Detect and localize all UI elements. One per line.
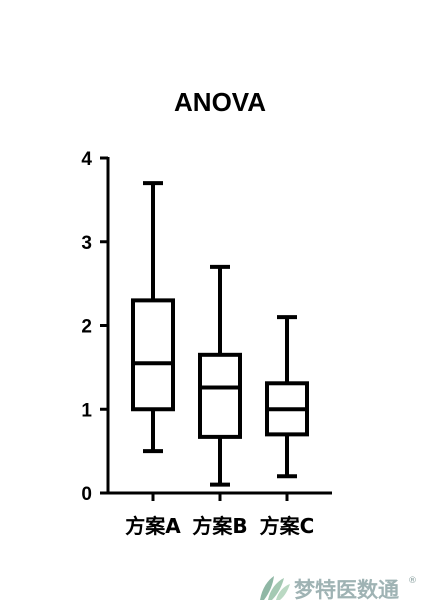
x-category-label: 方案C (260, 514, 315, 538)
x-category-label: 方案B (192, 514, 247, 538)
watermark-registered-mark: ® (408, 576, 417, 586)
watermark-text: 梦特医数通 (294, 578, 399, 602)
leaf-logo-icon (260, 576, 290, 600)
boxes (131, 181, 309, 487)
y-tick-label: 0 (81, 484, 92, 505)
box-2 (198, 264, 242, 487)
y-tick-label: 2 (81, 317, 92, 338)
box-3 (265, 315, 309, 479)
y-tick-label: 1 (81, 400, 92, 421)
chart-title: ANOVA (174, 87, 266, 117)
axes: 0 1 2 3 4 (81, 149, 332, 505)
y-tick-label: 4 (81, 149, 92, 170)
box-1 (131, 181, 175, 454)
iqr-box (198, 352, 242, 439)
x-category-label: 方案A (125, 514, 181, 538)
watermark: 梦特医数通 ® (260, 576, 417, 602)
y-tick-label: 3 (81, 233, 92, 254)
category-labels: 方案A 方案B 方案C (125, 514, 314, 538)
iqr-box (131, 298, 175, 412)
